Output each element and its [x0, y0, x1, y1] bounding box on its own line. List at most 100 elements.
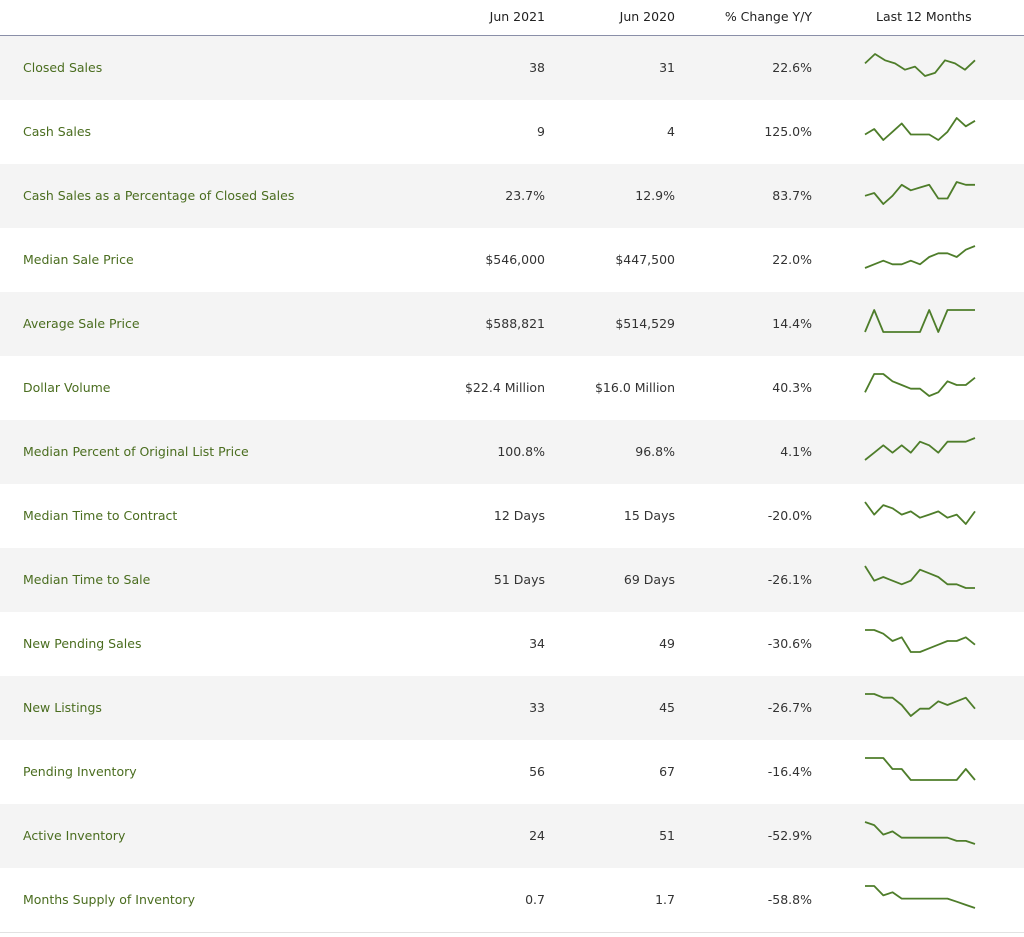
metric-label[interactable]: Dollar Volume	[23, 380, 111, 395]
sparkline-trend-line	[864, 501, 976, 525]
value-jun-2020: 67	[659, 764, 675, 779]
col-header-jun-2020[interactable]: Jun 2020	[619, 9, 675, 24]
metric-label[interactable]: Active Inventory	[23, 828, 126, 843]
value-percent-change: 4.1%	[780, 444, 812, 459]
sparkline-trend-line	[864, 181, 975, 205]
table-body: Closed Sales 38 31 22.6% Cash Sales 9 4 125.0% C…	[0, 36, 1024, 932]
col-header-jun-2021[interactable]: Jun 2021	[489, 9, 545, 24]
value-jun-2021: 33	[529, 700, 545, 715]
value-jun-2020: 49	[659, 636, 675, 651]
sparkline-trend-line	[864, 821, 976, 845]
value-percent-change: -26.7%	[767, 700, 812, 715]
value-jun-2020: 31	[659, 60, 675, 75]
value-percent-change: -30.6%	[767, 636, 812, 651]
value-jun-2020: 69 Days	[623, 572, 675, 587]
sparkline-trend-line	[864, 437, 976, 461]
col-header-change[interactable]: % Change Y/Y	[724, 9, 812, 24]
sparkline-trend-line	[864, 565, 975, 589]
sparkline-chart	[865, 693, 976, 717]
sparkline-trend-line	[865, 757, 976, 781]
value-percent-change: 22.6%	[772, 60, 812, 75]
value-jun-2020: $447,500	[615, 252, 675, 267]
table-row[interactable]: Cash Sales 9 4 125.0%	[0, 100, 1024, 164]
value-percent-change: 125.0%	[764, 124, 812, 139]
value-jun-2020: 15 Days	[623, 508, 675, 523]
table-row[interactable]: Median Time to Contract 12 Days 15 Days -20…	[0, 484, 1024, 548]
value-jun-2020: 4	[667, 124, 675, 139]
table-header: Jun 2021 Jun 2020 % Change Y/Y Last 12 M…	[0, 0, 1024, 36]
sparkline-chart	[864, 373, 976, 397]
table-row[interactable]: Active Inventory 24 51 -52.9%	[0, 804, 1024, 868]
table-row[interactable]: Closed Sales 38 31 22.6%	[0, 36, 1024, 100]
sparkline-trend-line	[864, 245, 976, 269]
value-jun-2021: $588,821	[485, 316, 545, 331]
value-percent-change: -26.1%	[767, 572, 812, 587]
sparkline-chart	[865, 757, 976, 781]
value-percent-change: -52.9%	[767, 828, 812, 843]
sparkline-chart	[864, 117, 976, 141]
value-jun-2021: 38	[529, 60, 545, 75]
sparkline-trend-line	[865, 693, 976, 717]
metric-label[interactable]: Pending Inventory	[23, 764, 137, 779]
table-row[interactable]: Median Time to Sale 51 Days 69 Days -26.1%	[0, 548, 1024, 612]
value-jun-2021: 0.7	[525, 892, 545, 907]
metric-label[interactable]: Months Supply of Inventory	[23, 892, 195, 907]
value-percent-change: -20.0%	[767, 508, 812, 523]
metric-label[interactable]: Median Time to Sale	[23, 572, 151, 587]
table-row[interactable]: Average Sale Price $588,821 $514,529 14.4%	[0, 292, 1024, 356]
value-jun-2021: 24	[529, 828, 545, 843]
sparkline-chart	[864, 501, 976, 525]
sparkline-trend-line	[865, 885, 976, 909]
table-row[interactable]: New Pending Sales 34 49 -30.6%	[0, 612, 1024, 676]
value-jun-2021: 12 Days	[493, 508, 545, 523]
table-row[interactable]: Median Sale Price $546,000 $447,500 22.0%	[0, 228, 1024, 292]
metric-label[interactable]: Cash Sales	[23, 124, 92, 139]
value-jun-2021: 56	[529, 764, 545, 779]
value-jun-2021: 23.7%	[505, 188, 545, 203]
table-row[interactable]: New Listings 33 45 -26.7%	[0, 676, 1024, 740]
value-percent-change: -16.4%	[767, 764, 812, 779]
value-jun-2021: $22.4 Million	[464, 380, 545, 395]
col-header-last-12-months[interactable]: Last 12 Months	[876, 9, 972, 24]
table-bottom-divider	[0, 932, 1024, 933]
metric-label[interactable]: New Pending Sales	[23, 636, 142, 651]
value-jun-2021: 9	[537, 124, 545, 139]
metric-label[interactable]: Median Percent of Original List Price	[23, 444, 249, 459]
value-jun-2020: 51	[659, 828, 675, 843]
value-jun-2021: 100.8%	[497, 444, 545, 459]
sparkline-chart	[865, 629, 976, 653]
table-row[interactable]: Pending Inventory 56 67 -16.4%	[0, 740, 1024, 804]
table-row[interactable]: Median Percent of Original List Price 100…	[0, 420, 1024, 484]
value-jun-2021: $546,000	[485, 252, 545, 267]
sparkline-chart	[864, 245, 976, 269]
value-jun-2020: $16.0 Million	[594, 380, 675, 395]
table-row[interactable]: Dollar Volume $22.4 Million $16.0 Million 4…	[0, 356, 1024, 420]
value-percent-change: 14.4%	[772, 316, 812, 331]
table-row[interactable]: Cash Sales as a Percentage of Closed Sal…	[0, 164, 1024, 228]
sparkline-chart	[864, 821, 976, 845]
value-jun-2020: 96.8%	[635, 444, 675, 459]
metric-label[interactable]: Closed Sales	[23, 60, 103, 75]
metric-label[interactable]: Cash Sales as a Percentage of Closed Sal…	[23, 188, 295, 203]
value-percent-change: 22.0%	[772, 252, 812, 267]
value-jun-2020: $514,529	[615, 316, 675, 331]
value-percent-change: 83.7%	[772, 188, 812, 203]
value-jun-2020: 1.7	[655, 892, 675, 907]
sparkline-chart	[864, 309, 975, 333]
value-percent-change: -58.8%	[767, 892, 812, 907]
metric-label[interactable]: New Listings	[23, 700, 102, 715]
value-jun-2021: 51 Days	[493, 572, 545, 587]
metric-label[interactable]: Median Time to Contract	[23, 508, 178, 523]
sparkline-chart	[864, 181, 975, 205]
metric-label[interactable]: Average Sale Price	[23, 316, 140, 331]
metric-label[interactable]: Median Sale Price	[23, 252, 134, 267]
value-jun-2020: 45	[659, 700, 675, 715]
sparkline-chart	[864, 53, 976, 77]
sparkline-trend-line	[864, 117, 976, 141]
value-jun-2021: 34	[529, 636, 545, 651]
sparkline-chart	[864, 565, 975, 589]
sparkline-chart	[864, 437, 976, 461]
value-percent-change: 40.3%	[772, 380, 812, 395]
table-row[interactable]: Months Supply of Inventory 0.7 1.7 -58.8%	[0, 868, 1024, 932]
sparkline-trend-line	[865, 629, 976, 653]
